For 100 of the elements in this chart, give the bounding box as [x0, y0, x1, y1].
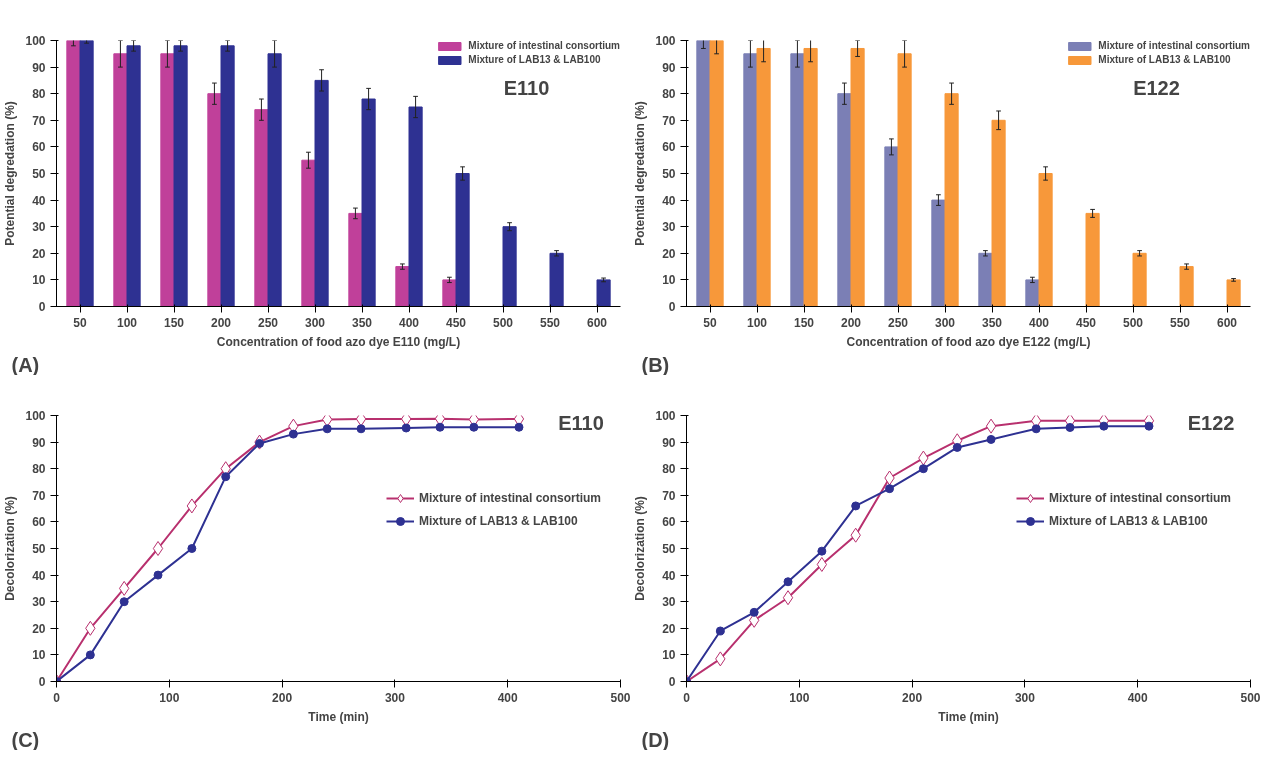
y-tick-label: 90 — [32, 60, 46, 75]
legend-label: Mixture of LAB13 & LAB100 — [468, 54, 601, 65]
text: (D) — [641, 728, 670, 751]
y-tick-label: 50 — [662, 167, 676, 181]
x-tick-label: 200 — [272, 690, 293, 705]
x-tick-label: 100 — [746, 315, 768, 330]
y-tick-label: 20 — [662, 621, 676, 636]
text: (C) — [11, 728, 40, 751]
y-tick-label: 80 — [32, 87, 46, 102]
x-tick-label: 200 — [902, 690, 923, 705]
y-tick-label: 10 — [32, 273, 46, 288]
legend-label: Mixture of intestinal consortium — [1098, 40, 1250, 51]
x-tick-label: 400 — [398, 315, 420, 330]
y-tick-label: 80 — [32, 462, 46, 477]
y-tick-label: 20 — [32, 246, 46, 261]
x-tick-label: 600 — [1216, 315, 1238, 330]
y-tick-label: 0 — [38, 300, 46, 314]
y-tick-label: 20 — [662, 246, 676, 261]
x-tick-label: 500 — [1240, 690, 1261, 705]
x-axis-title: Concentration of food azo dye E110 (mg/L) — [216, 334, 461, 349]
y-tick-label: 0 — [668, 300, 676, 314]
y-tick-label: 40 — [662, 568, 676, 583]
y-tick-label: 100 — [655, 34, 676, 48]
y-tick-label: 80 — [662, 462, 676, 477]
x-tick-label: 250 — [257, 315, 279, 330]
y-tick-label: 10 — [662, 648, 676, 663]
x-tick-label: 450 — [1075, 315, 1097, 330]
y-tick-label: 20 — [32, 621, 46, 636]
y-axis-title: Decolorization (%) — [633, 496, 648, 601]
x-tick-label: 400 — [1127, 690, 1149, 705]
y-tick-label: 100 — [25, 409, 46, 423]
x-tick-label: 550 — [539, 315, 561, 330]
y-axis-title: Potential degredation (%) — [633, 101, 648, 246]
y-tick-label: 80 — [662, 87, 676, 102]
x-tick-label: 100 — [789, 690, 810, 705]
x-tick-label: 100 — [159, 690, 180, 705]
annotation: E122 — [1187, 412, 1235, 435]
x-tick-label: 450 — [445, 315, 467, 330]
y-tick-label: 60 — [32, 140, 46, 155]
y-tick-label: 30 — [662, 220, 676, 235]
x-tick-label: 200 — [840, 315, 862, 330]
x-tick-label: 600 — [586, 315, 608, 330]
x-tick-label: 500 — [1122, 315, 1144, 330]
y-tick-label: 70 — [32, 113, 46, 128]
x-tick-label: 500 — [492, 315, 514, 330]
y-tick-label: 70 — [662, 113, 676, 128]
x-axis-title: Time (min) — [308, 709, 369, 724]
y-tick-label: 60 — [662, 140, 676, 155]
x-tick-label: 50 — [703, 315, 717, 330]
y-tick-label: 90 — [662, 435, 676, 450]
y-tick-label: 90 — [32, 435, 46, 450]
y-tick-label: 30 — [662, 595, 676, 610]
y-tick-label: 0 — [668, 675, 676, 689]
y-tick-label: 50 — [32, 167, 46, 181]
y-tick-label: 30 — [32, 220, 46, 235]
annotation: E122 — [1133, 77, 1180, 100]
x-tick-label: 300 — [304, 315, 326, 330]
x-tick-label: 300 — [934, 315, 956, 330]
annotation: E110 — [558, 412, 604, 435]
x-tick-label: 150 — [163, 315, 185, 330]
x-tick-label: 300 — [384, 690, 406, 705]
x-tick-label: 0 — [683, 690, 691, 705]
y-axis-title: Decolorization (%) — [3, 496, 18, 601]
y-tick-label: 50 — [32, 542, 46, 556]
x-tick-label: 300 — [1014, 690, 1036, 705]
y-tick-label: 60 — [662, 515, 676, 530]
y-tick-label: 10 — [32, 648, 46, 663]
x-axis-title: Concentration of food azo dye E122 (mg/L) — [846, 334, 1091, 349]
y-tick-label: 30 — [32, 595, 46, 610]
y-tick-label: 40 — [662, 193, 676, 208]
legend-label: Mixture of intestinal consortium — [1049, 491, 1232, 505]
x-tick-label: 50 — [73, 315, 87, 330]
y-tick-label: 0 — [38, 675, 46, 689]
legend-label: Mixture of LAB13 & LAB100 — [1098, 54, 1231, 65]
legend-label: Mixture of LAB13 & LAB100 — [419, 514, 578, 528]
x-tick-label: 500 — [610, 690, 631, 705]
y-tick-label: 50 — [662, 542, 676, 556]
x-axis-title: Time (min) — [938, 709, 999, 724]
text: (A) — [11, 353, 40, 376]
x-tick-label: 350 — [981, 315, 1003, 330]
y-tick-label: 100 — [655, 409, 676, 423]
legend-label: Mixture of intestinal consortium — [419, 491, 602, 505]
y-tick-label: 100 — [25, 34, 46, 48]
legend-label: Mixture of intestinal consortium — [468, 40, 620, 51]
x-tick-label: 200 — [210, 315, 232, 330]
x-tick-label: 400 — [1028, 315, 1050, 330]
text: (B) — [641, 353, 670, 376]
y-tick-label: 10 — [662, 273, 676, 288]
y-tick-label: 90 — [662, 60, 676, 75]
y-tick-label: 60 — [32, 515, 46, 530]
y-tick-label: 40 — [32, 193, 46, 208]
x-tick-label: 100 — [116, 315, 138, 330]
y-axis-title: Potential degredation (%) — [3, 101, 18, 246]
y-tick-label: 40 — [32, 568, 46, 583]
x-tick-label: 350 — [351, 315, 373, 330]
legend-label: Mixture of LAB13 & LAB100 — [1049, 514, 1208, 528]
y-tick-label: 70 — [662, 488, 676, 503]
x-tick-label: 400 — [497, 690, 519, 705]
x-tick-label: 550 — [1169, 315, 1191, 330]
x-tick-label: 150 — [793, 315, 815, 330]
